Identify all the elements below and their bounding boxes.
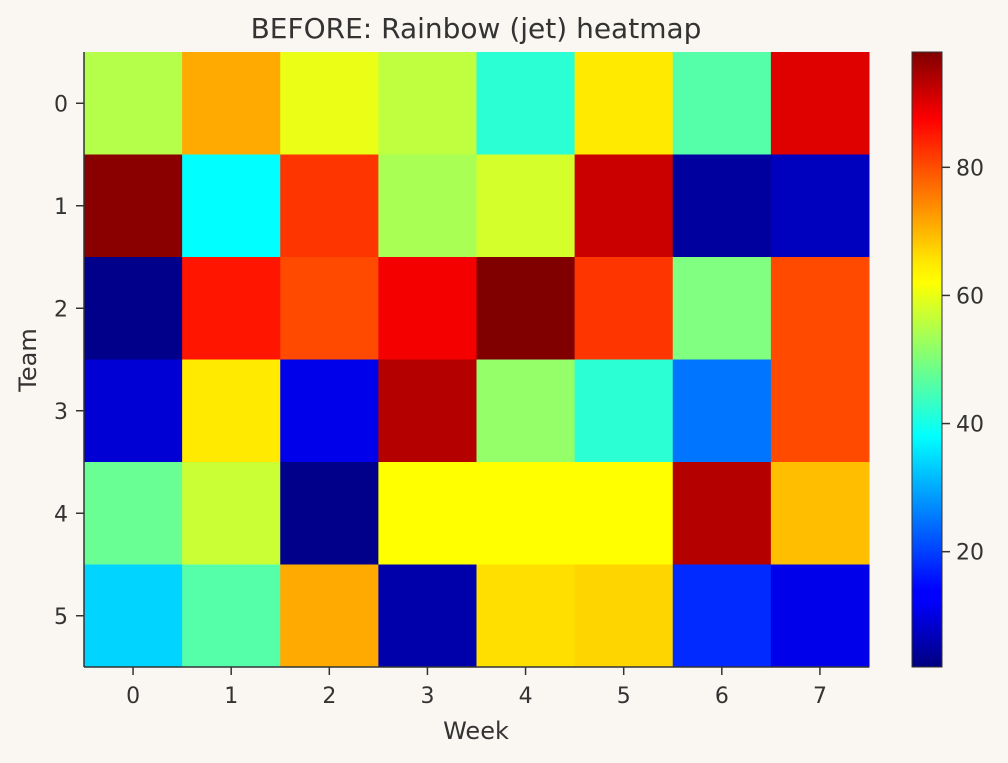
x-tick-label: 2 [322, 684, 336, 709]
colorbar-tick-label: 40 [956, 413, 984, 438]
heatmap-cell [770, 257, 870, 360]
heatmap-cell [770, 359, 870, 463]
heatmap-cell [84, 154, 183, 258]
y-tick-label: 3 [54, 400, 68, 425]
heatmap-cell [672, 564, 772, 668]
heatmap-cell [574, 564, 674, 668]
heatmap-cell [770, 462, 870, 565]
x-tick-label: 5 [617, 684, 631, 709]
y-tick-label: 4 [54, 502, 68, 527]
heatmap-cell [84, 257, 183, 360]
colorbar-tick-label: 80 [956, 156, 984, 181]
heatmap-cell [574, 257, 674, 360]
heatmap-cell [770, 52, 870, 155]
heatmap-cell [280, 154, 379, 258]
heatmap-cell [280, 359, 379, 463]
x-tick-label: 7 [813, 684, 827, 709]
heatmap-cell [182, 462, 281, 565]
colorbar-ticks: 20 40 60 80 [942, 156, 984, 566]
heatmap-cell [672, 52, 772, 155]
heatmap-cell [378, 257, 477, 360]
heatmap-cell [280, 257, 379, 360]
heatmap-cell [476, 52, 576, 155]
heatmap-cell [378, 564, 477, 668]
heatmap-cell [574, 52, 674, 155]
heatmap-cell [378, 359, 477, 463]
heatmap-cell [182, 564, 281, 668]
heatmap-cell [280, 462, 379, 565]
colorbar-tick-label: 60 [956, 284, 984, 309]
heatmap-cell [378, 154, 477, 258]
heatmap-cell [476, 257, 576, 360]
colorbar [911, 51, 943, 668]
heatmap-cell [182, 257, 281, 360]
heatmap-cell [280, 52, 379, 155]
heatmap-cell [476, 359, 576, 463]
heatmap-cell [574, 359, 674, 463]
heatmap-cell [672, 462, 772, 565]
x-tick-label: 1 [224, 684, 238, 709]
heatmap-cell [770, 564, 870, 668]
heatmap-cell [84, 52, 183, 155]
heatmap-cell [574, 154, 674, 258]
heatmap-cell [182, 154, 281, 258]
heatmap-cell [84, 564, 183, 668]
x-tick-label: 6 [715, 684, 729, 709]
heatmap-cell [770, 154, 870, 258]
heatmap-cell [476, 564, 576, 668]
x-tick-label: 3 [420, 684, 434, 709]
heatmap-cell [574, 462, 674, 565]
x-tick-label: 4 [519, 684, 533, 709]
y-axis-label: Team [14, 328, 42, 392]
heatmap-cell [182, 359, 281, 463]
heatmap-cell [672, 257, 772, 360]
heatmap-cell [280, 564, 379, 668]
y-tick-label: 5 [54, 605, 68, 630]
y-axis-ticks: 0 1 2 3 4 5 [54, 92, 84, 630]
y-tick-label: 2 [54, 297, 68, 322]
x-tick-label: 0 [126, 684, 140, 709]
heatmap-cell [378, 52, 477, 155]
heatmap-cell [476, 154, 576, 258]
y-tick-label: 1 [54, 195, 68, 220]
heatmap-cells [84, 52, 870, 668]
chart-title: BEFORE: Rainbow (jet) heatmap [251, 12, 702, 45]
heatmap-cell [672, 154, 772, 258]
heatmap-cell [672, 359, 772, 463]
x-axis-ticks: 0 1 2 3 4 5 6 7 [126, 667, 827, 709]
colorbar-tick-label: 20 [956, 541, 984, 566]
heatmap-cell [182, 52, 281, 155]
heatmap-cell [84, 359, 183, 463]
heatmap-cell [476, 462, 576, 565]
heatmap-cell [84, 462, 183, 565]
heatmap-cell [378, 462, 477, 565]
x-axis-label: Week [443, 717, 509, 745]
y-tick-label: 0 [54, 92, 68, 117]
